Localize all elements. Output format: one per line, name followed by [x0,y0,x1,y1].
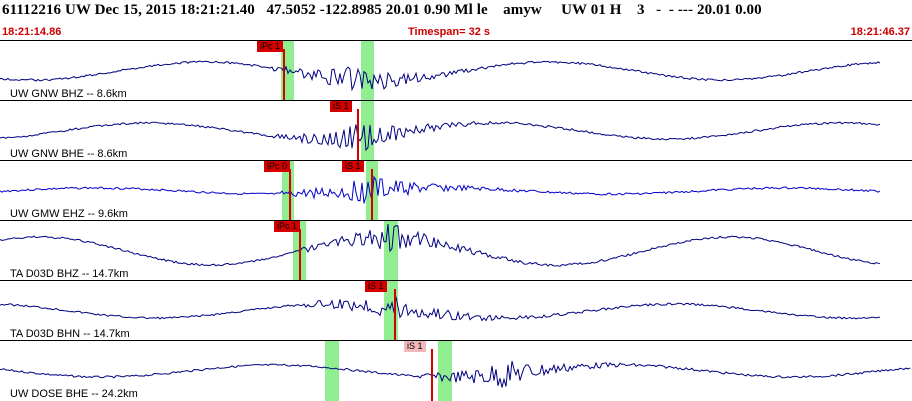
waveform [0,60,881,92]
trace-panel[interactable]: iPc 0 iS 1 UW GMW EHZ -- 9.6km [0,160,912,221]
waveform [0,296,881,322]
trace-panel[interactable]: iS 1 UW GNW BHE -- 8.6km [0,100,912,161]
pick-window [325,341,339,401]
pick-window [361,101,374,161]
pick-label[interactable]: iS 1 [342,161,364,172]
waveform-plot [0,281,881,341]
trace-label: TA D03D BHZ -- 14.7km [10,268,129,280]
start-time: 18:21:14.86 [2,26,62,38]
pick-label[interactable]: iPc 1 [274,221,301,232]
trace-label: UW GNW BHZ -- 8.6km [10,88,127,100]
waveform [0,360,911,388]
event-header: 61112216 UW Dec 15, 2015 18:21:21.40 47.… [0,0,912,38]
waveform-plot [0,101,881,161]
seismogram-panels: iPc 1 UW GNW BHZ -- 8.6km iS 1 UW GNW BH… [0,40,912,401]
pick-window [438,341,452,401]
timespan: Timespan= 32 s [408,26,491,38]
pick-window [361,41,374,101]
waveform-plot [0,341,911,401]
pick-label[interactable]: iS 1 [365,281,387,292]
pick-label[interactable]: iPc 0 [264,161,291,172]
trace-panel[interactable]: iPc 1 UW GNW BHZ -- 8.6km [0,40,912,101]
waveform [0,223,881,267]
trace-panel[interactable]: iS 1 UW DOSE BHE -- 24.2km [0,340,912,401]
waveform [0,120,881,152]
pick-label[interactable]: iS 1 [330,101,352,112]
waveform-plot [0,161,881,221]
waveform-plot [0,221,881,281]
waveform [0,175,881,204]
pick-label[interactable]: iPc 1 [257,41,284,52]
pick-label[interactable]: iS 1 [404,341,426,352]
trace-panel[interactable]: iPc 1 TA D03D BHZ -- 14.7km [0,220,912,281]
trace-label: UW DOSE BHE -- 24.2km [10,388,138,400]
end-time: 18:21:46.37 [850,26,910,38]
trace-panel[interactable]: iS 1 TA D03D BHN -- 14.7km [0,280,912,341]
trace-label: TA D03D BHN -- 14.7km [10,328,130,340]
event-info: 61112216 UW Dec 15, 2015 18:21:21.40 47.… [2,2,762,18]
waveform-plot [0,41,881,101]
trace-label: UW GMW EHZ -- 9.6km [10,208,128,220]
trace-label: UW GNW BHE -- 8.6km [10,148,128,160]
pick-window [384,221,398,281]
